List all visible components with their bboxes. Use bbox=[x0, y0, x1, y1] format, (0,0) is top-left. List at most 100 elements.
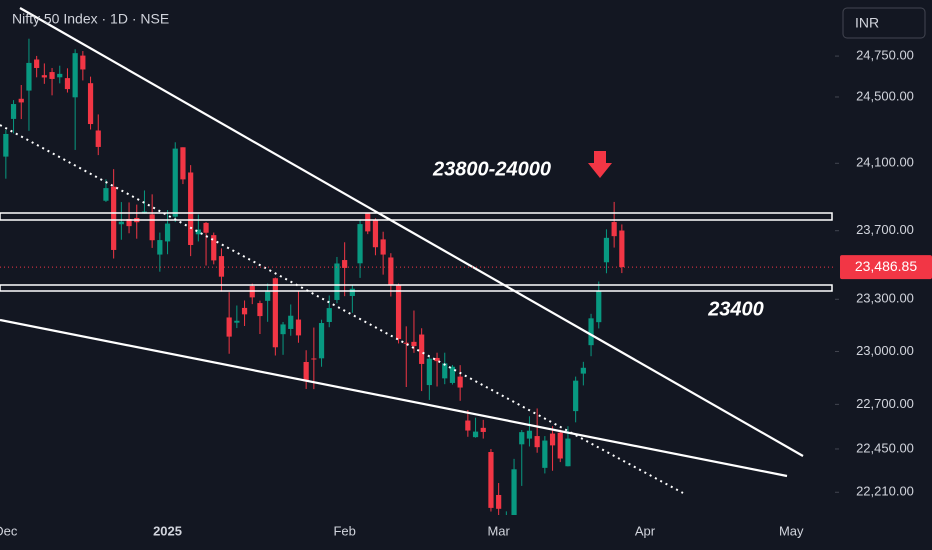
candle-body bbox=[41, 75, 47, 78]
candle-body bbox=[10, 104, 17, 119]
x-tick-label: May bbox=[779, 523, 804, 538]
candle-body bbox=[449, 366, 456, 383]
candle-body bbox=[95, 130, 101, 147]
candle-body bbox=[241, 307, 248, 315]
candle-body bbox=[226, 317, 232, 337]
candle-body bbox=[87, 83, 94, 125]
candle-body bbox=[549, 433, 556, 446]
candle-body bbox=[257, 303, 263, 317]
candle-body bbox=[3, 133, 9, 157]
candle-body bbox=[388, 257, 394, 286]
candle-body bbox=[580, 367, 586, 374]
candle-body bbox=[426, 358, 432, 386]
candle-body bbox=[218, 256, 225, 277]
candle-body bbox=[573, 380, 579, 412]
candle-body bbox=[472, 431, 479, 438]
candle-body bbox=[311, 358, 317, 360]
candle-body bbox=[434, 357, 440, 362]
candle-body bbox=[295, 319, 302, 336]
candle-body bbox=[326, 308, 332, 322]
y-tick-label: 22,450.00 bbox=[856, 440, 914, 455]
candle-body bbox=[34, 59, 40, 68]
candle-body bbox=[318, 323, 325, 359]
y-tick-label: 23,000.00 bbox=[856, 343, 914, 358]
candle-body bbox=[542, 440, 548, 468]
drawings bbox=[0, 7, 833, 494]
candle-body bbox=[519, 432, 525, 445]
candle-body bbox=[164, 223, 171, 242]
x-tick-label: Feb bbox=[333, 523, 355, 538]
y-tick-label: 23,700.00 bbox=[856, 222, 914, 237]
candle-body bbox=[557, 432, 563, 459]
candle-body bbox=[372, 220, 379, 248]
candle-body bbox=[442, 363, 448, 379]
candle-body bbox=[26, 62, 32, 91]
candle-body bbox=[72, 53, 78, 98]
candle-body bbox=[395, 284, 402, 340]
candle-body bbox=[457, 376, 463, 388]
candle-body bbox=[534, 436, 540, 448]
x-tick-label: Mar bbox=[487, 523, 510, 538]
y-tick-label: 24,500.00 bbox=[856, 88, 914, 103]
last-price-box bbox=[840, 255, 932, 280]
candle-body bbox=[57, 73, 63, 78]
candle-body bbox=[357, 224, 363, 264]
candle-body bbox=[596, 290, 602, 323]
x-tick-label: Apr bbox=[635, 523, 656, 538]
x-tick-label: 2025 bbox=[153, 523, 182, 538]
plot-area bbox=[3, 38, 625, 515]
candle-body bbox=[526, 430, 533, 439]
y-tick-label: 22,700.00 bbox=[856, 396, 914, 411]
candle-body bbox=[496, 494, 502, 509]
candle-body bbox=[265, 291, 271, 301]
last-price-label: 23,486.85 bbox=[855, 258, 917, 274]
candle-body bbox=[80, 55, 86, 70]
y-tick-label: 24,750.00 bbox=[856, 48, 914, 63]
candle-body bbox=[118, 221, 124, 225]
candle-body bbox=[403, 342, 409, 344]
candle-body bbox=[272, 278, 278, 348]
candle-body bbox=[603, 237, 610, 263]
candle-body bbox=[111, 186, 117, 250]
arrow bbox=[588, 151, 612, 178]
candle-body bbox=[188, 172, 194, 246]
x-tick-label: Dec bbox=[0, 523, 18, 538]
y-tick-label: 24,100.00 bbox=[856, 155, 914, 170]
candle-body bbox=[211, 235, 217, 261]
trend-line bbox=[19, 7, 804, 457]
candle-body bbox=[64, 78, 71, 90]
candle-body bbox=[288, 315, 294, 329]
candle-body bbox=[103, 188, 109, 201]
trend-line bbox=[0, 318, 788, 478]
candle-body bbox=[465, 420, 471, 431]
candle-body bbox=[588, 318, 594, 346]
zone-lower bbox=[0, 284, 833, 292]
candle-body bbox=[380, 239, 386, 255]
candle-body bbox=[480, 427, 486, 432]
candle-body bbox=[365, 213, 371, 232]
candle-body bbox=[180, 147, 186, 180]
candle-body bbox=[511, 469, 517, 515]
candle-body bbox=[619, 230, 625, 268]
candle-body bbox=[303, 361, 309, 382]
candle-body bbox=[234, 320, 240, 323]
candle-body bbox=[126, 218, 132, 227]
candle-body bbox=[157, 240, 163, 255]
currency-button[interactable] bbox=[842, 7, 926, 39]
candle-body bbox=[172, 148, 178, 217]
candle-body bbox=[411, 341, 417, 347]
candle-body bbox=[565, 438, 571, 467]
candle-body bbox=[342, 260, 348, 268]
zone-upper bbox=[0, 212, 833, 221]
candle-body bbox=[611, 222, 617, 237]
y-tick-label: 22,210.00 bbox=[856, 484, 914, 499]
currency[interactable]: INR bbox=[855, 15, 879, 31]
annotation: 23400 bbox=[707, 298, 764, 320]
annotation: 23800-24000 bbox=[432, 158, 551, 180]
candle-body bbox=[149, 214, 155, 241]
candle-body bbox=[203, 222, 209, 233]
candle-body bbox=[488, 452, 494, 508]
